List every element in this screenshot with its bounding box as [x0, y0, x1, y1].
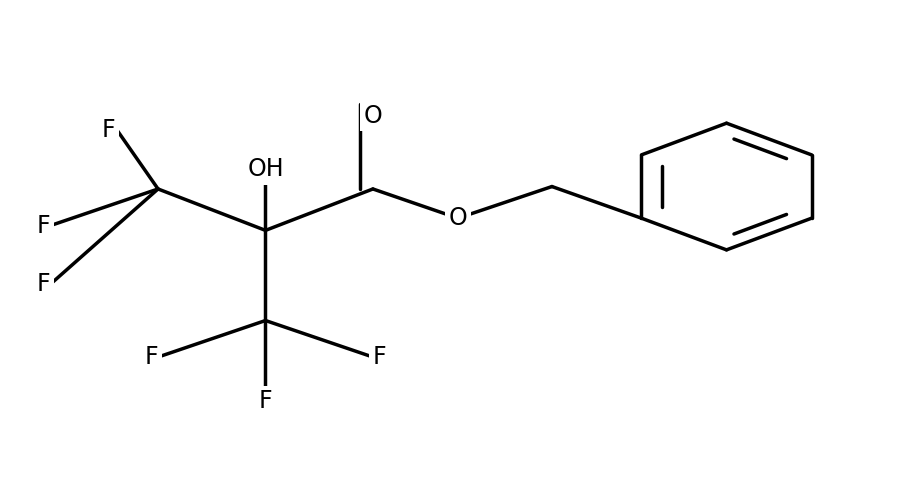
Text: F: F [259, 389, 272, 413]
Text: F: F [37, 214, 50, 238]
Text: O: O [364, 104, 383, 128]
Text: OH: OH [247, 157, 284, 181]
Text: F: F [373, 345, 386, 369]
Text: F: F [102, 118, 116, 142]
Text: F: F [37, 272, 50, 296]
Text: F: F [145, 345, 158, 369]
Text: O: O [449, 206, 467, 230]
